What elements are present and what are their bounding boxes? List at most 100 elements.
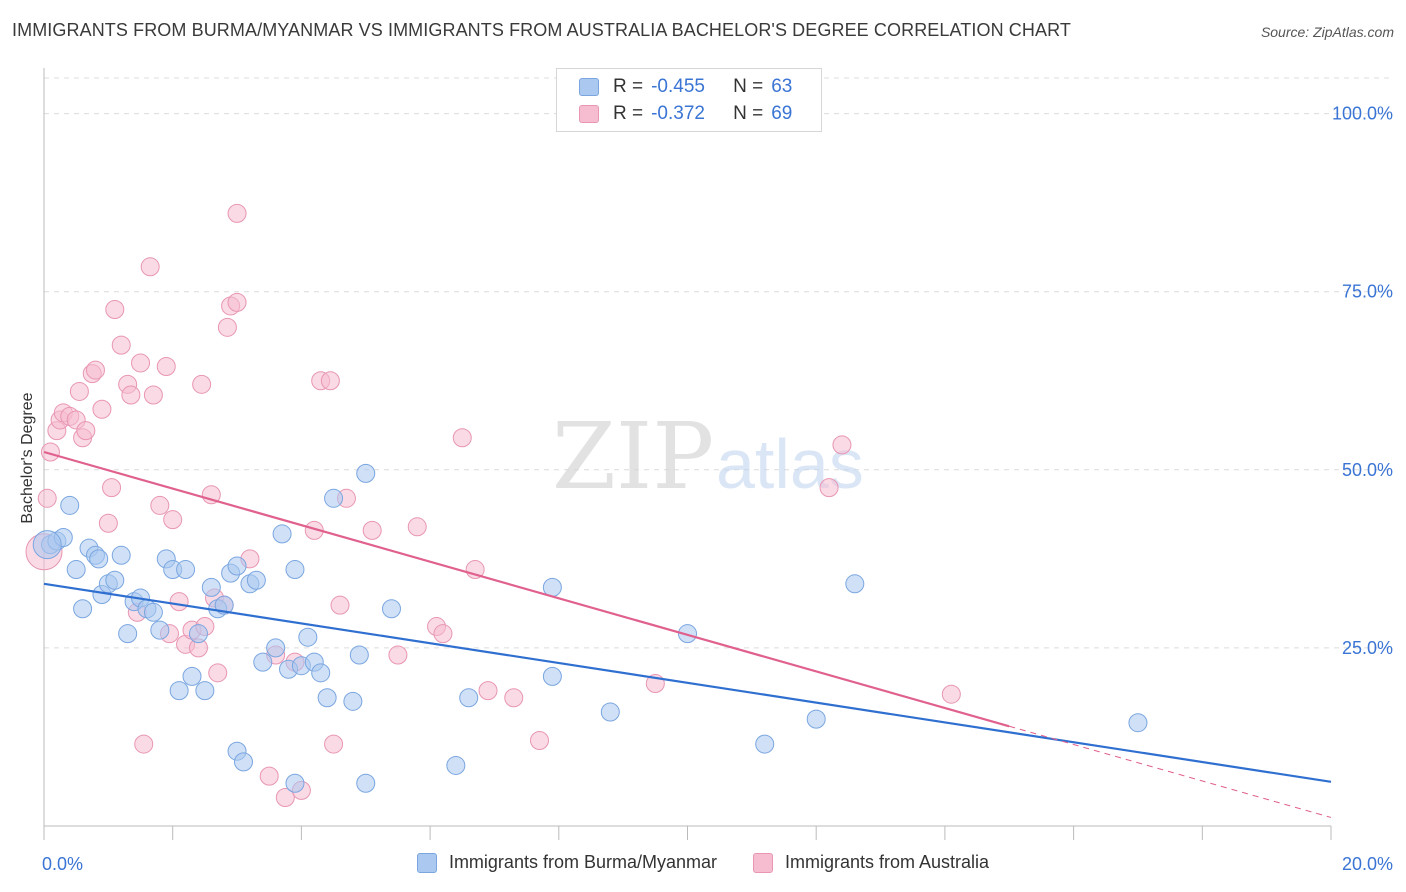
data-point-burma xyxy=(356,773,376,793)
data-point-burma xyxy=(311,663,331,683)
data-point-australia xyxy=(111,335,131,355)
data-point-burma xyxy=(459,688,479,708)
data-point-burma xyxy=(806,709,826,729)
data-point-burma xyxy=(195,681,215,701)
data-point-australia xyxy=(156,357,176,377)
data-point-burma xyxy=(1128,713,1148,733)
data-point-australia xyxy=(140,257,160,277)
series-burma-points xyxy=(32,463,1148,793)
data-point-burma xyxy=(66,560,86,580)
x-tick-label: 0.0% xyxy=(42,854,83,874)
data-point-australia xyxy=(150,495,170,515)
data-point-australia xyxy=(37,488,57,508)
data-point-australia xyxy=(169,592,189,612)
data-point-australia xyxy=(134,734,154,754)
data-point-australia xyxy=(98,513,118,533)
data-point-burma xyxy=(845,574,865,594)
data-point-burma xyxy=(105,570,125,590)
trend-line-burma xyxy=(43,582,1332,783)
legend-n-label: N = xyxy=(733,76,764,97)
data-point-australia xyxy=(832,435,852,455)
data-point-burma xyxy=(188,624,208,644)
data-point-australia xyxy=(529,731,549,751)
data-point-burma xyxy=(89,549,109,569)
legend-r-value: -0.455 xyxy=(651,76,705,97)
legend-n-value: 69 xyxy=(771,103,793,124)
watermark: ZIP atlas xyxy=(552,403,864,510)
data-point-burma xyxy=(266,638,286,658)
data-point-burma xyxy=(343,691,363,711)
data-point-burma xyxy=(324,488,344,508)
data-point-burma xyxy=(381,599,401,619)
data-point-burma xyxy=(111,545,131,565)
trend-line-australia-extension xyxy=(1009,725,1332,818)
source-label: Source: ZipAtlas.com xyxy=(1260,24,1394,40)
data-point-burma xyxy=(272,524,292,544)
data-point-australia xyxy=(217,317,237,337)
legend-swatch-burma xyxy=(416,852,437,873)
data-point-australia xyxy=(320,371,340,391)
data-point-australia xyxy=(941,684,961,704)
data-point-burma xyxy=(285,773,305,793)
y-axis-label: Bachelor's Degree xyxy=(19,392,36,524)
data-point-australia xyxy=(85,360,105,380)
y-tick-label: 25.0% xyxy=(1342,638,1393,658)
data-point-burma xyxy=(317,688,337,708)
data-point-australia xyxy=(388,645,408,665)
data-point-burma xyxy=(542,666,562,686)
data-point-australia xyxy=(208,663,228,683)
data-point-australia xyxy=(407,517,427,537)
data-point-australia xyxy=(504,688,524,708)
data-point-australia xyxy=(163,510,183,530)
data-point-australia xyxy=(433,624,453,644)
legend-label-australia: Immigrants from Australia xyxy=(785,852,990,872)
tick-labels: 100.0% 75.0% 50.0% 25.0% 0.0% 20.0% xyxy=(42,104,1393,874)
data-point-australia xyxy=(69,381,89,401)
data-point-burma xyxy=(201,577,221,597)
x-tick-label: 20.0% xyxy=(1342,854,1393,874)
data-point-australia xyxy=(76,421,96,441)
legend-label-burma: Immigrants from Burma/Myanmar xyxy=(448,852,717,872)
legend-swatch-australia xyxy=(579,105,599,123)
legend-swatch-australia xyxy=(753,852,773,873)
data-point-burma xyxy=(446,755,466,775)
y-tick-label: 100.0% xyxy=(1332,104,1393,124)
data-point-australia xyxy=(92,399,112,419)
data-point-burma xyxy=(600,702,620,722)
data-point-burma xyxy=(349,645,369,665)
trend-lines xyxy=(43,450,1332,818)
legend-row-burma: R = -0.455 N = 63 xyxy=(579,75,792,99)
correlation-legend: R = -0.455 N = 63 R = -0.372 N = 69 xyxy=(556,68,822,132)
data-point-burma xyxy=(150,620,170,640)
data-point-australia xyxy=(143,385,163,405)
series-legend: Immigrants from Burma/Myanmar Immigrants… xyxy=(0,852,1406,873)
data-point-australia xyxy=(275,788,295,808)
data-point-australia xyxy=(324,734,344,754)
data-point-australia xyxy=(40,442,60,462)
legend-r-label: R = xyxy=(613,76,644,97)
data-point-burma xyxy=(356,463,376,483)
data-point-burma xyxy=(253,652,273,672)
data-point-burma xyxy=(214,595,234,615)
data-point-burma xyxy=(176,560,196,580)
legend-item-australia[interactable]: Immigrants from Australia xyxy=(753,852,989,873)
data-point-burma xyxy=(233,752,253,772)
legend-n-label: N = xyxy=(733,103,764,124)
data-point-burma xyxy=(227,556,247,576)
legend-item-burma[interactable]: Immigrants from Burma/Myanmar xyxy=(416,852,717,873)
data-point-burma xyxy=(32,530,62,560)
data-point-burma xyxy=(182,666,202,686)
data-point-burma xyxy=(246,570,266,590)
legend-row-australia: R = -0.372 N = 69 xyxy=(579,102,792,126)
data-point-australia xyxy=(131,353,151,373)
y-tick-label: 50.0% xyxy=(1342,460,1393,480)
chart-title: IMMIGRANTS FROM BURMA/MYANMAR VS IMMIGRA… xyxy=(12,20,1071,40)
data-point-australia xyxy=(105,300,125,320)
watermark-zip: ZIP xyxy=(552,403,714,510)
data-point-australia xyxy=(478,681,498,701)
data-point-burma xyxy=(755,734,775,754)
data-point-australia xyxy=(259,766,279,786)
data-point-burma xyxy=(60,495,80,515)
legend-swatch-burma xyxy=(579,78,599,96)
